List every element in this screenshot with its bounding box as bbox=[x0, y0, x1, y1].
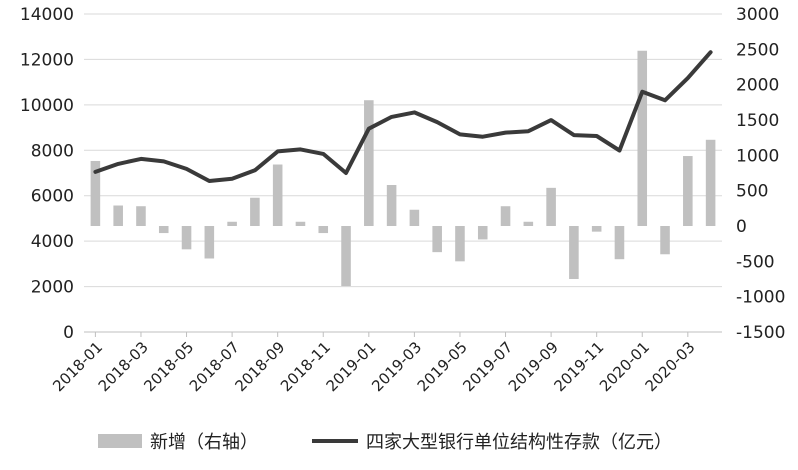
bar bbox=[181, 226, 192, 250]
bar bbox=[250, 197, 260, 226]
bar bbox=[318, 226, 329, 234]
bar bbox=[591, 226, 602, 232]
bar bbox=[614, 226, 625, 260]
left-tick-label: 14000 bbox=[20, 5, 74, 25]
bar bbox=[477, 226, 488, 240]
right-axis: -1500 -1000 -500 0 500 1000 1500 2000 2500 3000 bbox=[736, 5, 785, 343]
bar bbox=[295, 221, 306, 226]
bar bbox=[136, 206, 146, 226]
right-tick-label: 2500 bbox=[736, 40, 779, 60]
bar-series bbox=[90, 50, 716, 287]
bar bbox=[227, 221, 237, 226]
bar bbox=[546, 187, 556, 226]
left-tick-label: 2000 bbox=[31, 278, 74, 298]
bar bbox=[637, 50, 648, 226]
bar bbox=[523, 221, 534, 226]
line-series bbox=[93, 50, 713, 183]
right-tick-label: -1000 bbox=[736, 288, 785, 308]
grid-lines bbox=[84, 13, 722, 333]
bar bbox=[364, 100, 374, 226]
legend-label-line: 四家大型银行单位结构性存款（亿元） bbox=[366, 432, 672, 453]
series-line bbox=[93, 50, 713, 183]
left-tick-label: 0 bbox=[63, 323, 74, 343]
bar bbox=[455, 226, 465, 262]
bar bbox=[113, 205, 123, 226]
bar bbox=[432, 226, 442, 253]
left-tick-label: 6000 bbox=[31, 187, 74, 207]
right-tick-label: 500 bbox=[736, 182, 768, 202]
bar bbox=[500, 206, 511, 226]
bar bbox=[90, 160, 101, 226]
bar bbox=[569, 226, 579, 279]
bar bbox=[272, 164, 283, 226]
right-tick-label: -1500 bbox=[736, 323, 785, 343]
bar bbox=[158, 226, 169, 234]
legend-label-bar: 新增（右轴） bbox=[150, 432, 258, 453]
left-tick-label: 8000 bbox=[31, 141, 74, 161]
right-tick-label: 1500 bbox=[736, 111, 779, 131]
right-tick-label: -500 bbox=[736, 252, 775, 272]
x-tick-label: 2020-03 bbox=[642, 338, 699, 395]
right-tick-label: 2000 bbox=[736, 76, 779, 96]
bar bbox=[705, 139, 716, 226]
x-axis: 2018-012018-032018-052018-072018-092018-… bbox=[49, 331, 722, 395]
right-tick-label: 0 bbox=[736, 217, 747, 237]
left-axis: 0 2000 4000 6000 8000 10000 12000 14000 bbox=[20, 5, 74, 343]
bar bbox=[660, 226, 670, 255]
bar bbox=[341, 226, 351, 287]
bar bbox=[683, 156, 693, 226]
right-tick-label: 1000 bbox=[736, 146, 779, 166]
bar bbox=[409, 209, 420, 226]
bar bbox=[204, 226, 215, 259]
left-tick-label: 4000 bbox=[31, 232, 74, 252]
legend: 新增（右轴） 四家大型银行单位结构性存款（亿元） bbox=[98, 432, 672, 453]
left-tick-label: 12000 bbox=[20, 50, 74, 70]
right-tick-label: 3000 bbox=[736, 5, 779, 25]
left-tick-label: 10000 bbox=[20, 96, 74, 116]
legend-swatch-bar bbox=[98, 434, 142, 448]
bar bbox=[386, 185, 397, 226]
